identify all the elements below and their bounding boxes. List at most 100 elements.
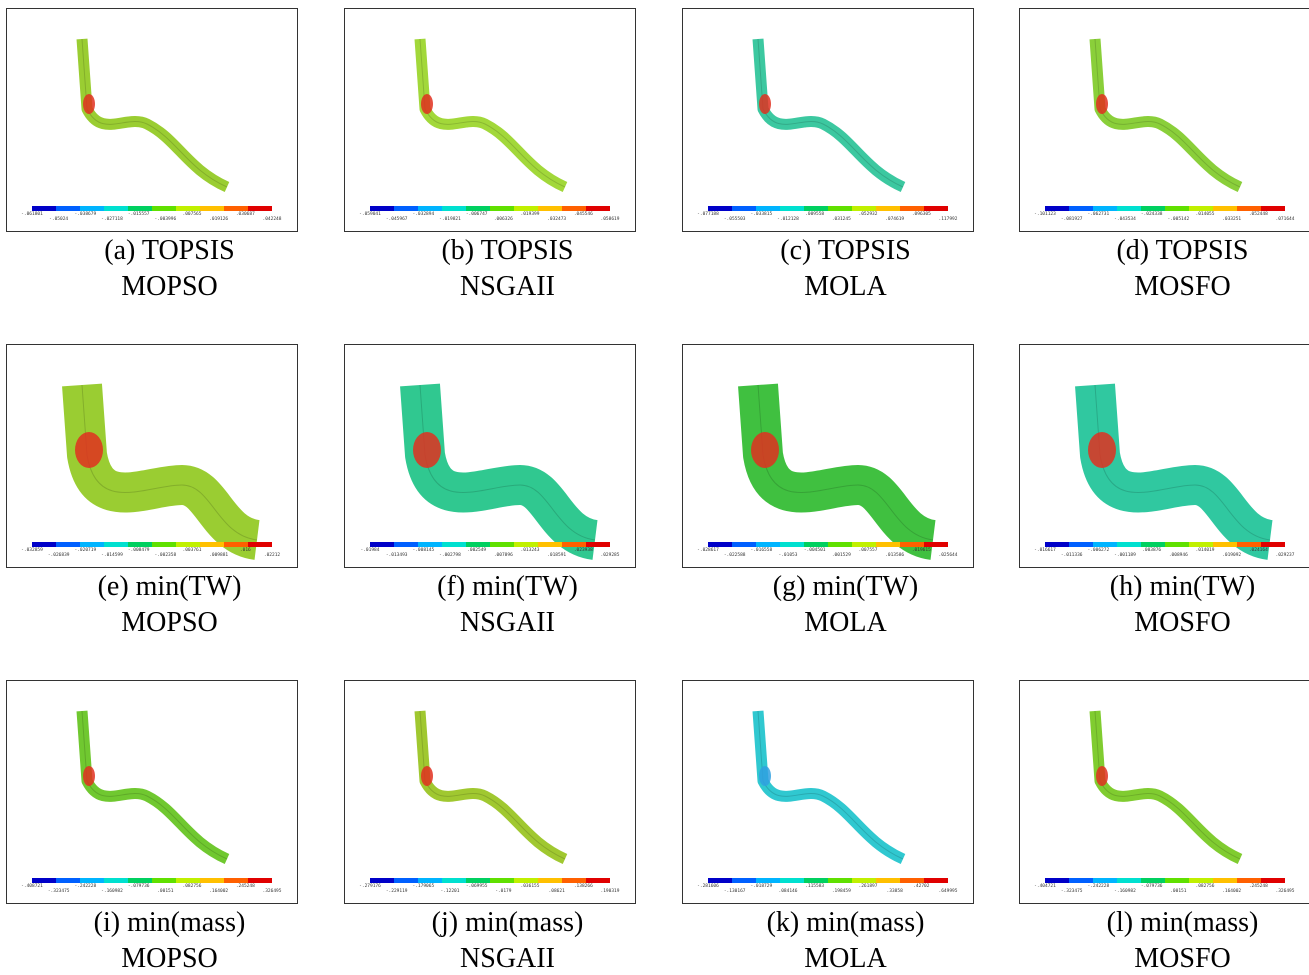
contour-plot: -.408721 -.323475 -.242228 -.160982 -.079736… [6, 680, 298, 904]
legend-label: .023938 [574, 547, 593, 553]
panel: -.061801 -.05024 -.038679 -.027118 -.015557-… [6, 8, 333, 328]
color-bar-segment [1261, 542, 1285, 547]
color-bar-segment [876, 878, 900, 883]
legend-label: .245248 [1249, 883, 1268, 889]
color-bar-segment [852, 878, 876, 883]
legend-label: -.014599 [101, 552, 123, 558]
color-bar-segment [176, 878, 200, 883]
legend-label: -.242228 [1087, 883, 1109, 889]
color-bar-segment [1093, 878, 1117, 883]
color-bar-segment [852, 542, 876, 547]
legend-label: .029285 [601, 552, 620, 558]
color-bar-segment [32, 878, 56, 883]
legend-label: -.281606 [697, 883, 719, 889]
strip-edge [1094, 38, 1241, 188]
color-bar-segment [1141, 206, 1165, 211]
color-bar-segment [176, 542, 200, 547]
color-bar-segment [900, 206, 924, 211]
legend-label: -.062731 [1087, 211, 1109, 217]
legend-label: .138266 [574, 883, 593, 889]
color-bar-segment [152, 206, 176, 211]
contour-plot: -.101123 -.081927 -.062731 -.043534 -.024338… [1019, 8, 1309, 232]
contour-plot: -.061801 -.05024 -.038679 -.027118 -.015557-… [6, 8, 298, 232]
color-bar-segment [80, 542, 104, 547]
strip-edge [1094, 384, 1271, 541]
strip [752, 710, 906, 865]
legend-label: -.229119 [386, 888, 408, 894]
color-bar-segment [780, 542, 804, 547]
caption: (i) min(mass) [93, 907, 246, 938]
panel: -.01984 -.013493 -.008145 -.002798 .002549 .0… [344, 344, 671, 664]
legend-label: .052448 [1249, 211, 1268, 217]
legend-label: -.404721 [1034, 883, 1056, 889]
legend-label: -.011336 [1061, 552, 1083, 558]
legend-label: .013586 [885, 552, 904, 558]
color-bar-segment [1045, 542, 1069, 547]
legend-label: .029237 [1276, 552, 1295, 558]
color-bar-segment [1237, 542, 1261, 547]
color-bar-segment [442, 206, 466, 211]
legend-label: -.323475 [48, 888, 70, 894]
color-bar-segment [248, 878, 272, 883]
legend-label: -.323475 [1061, 888, 1083, 894]
color-bar-segment [562, 542, 586, 547]
contour-plot: -.281606 -.130167 -.018729 .084146 .115583 .1… [682, 680, 974, 904]
caption: (a) TOPSIS [104, 235, 235, 266]
legend-label: -.015557 [128, 211, 150, 217]
legend-label: .082756 [183, 883, 202, 889]
contour-plot: -.279176 -.229119 -.179065 -.12201 -.069955 -… [344, 680, 636, 904]
color-bar-segment [562, 206, 586, 211]
color-bar-segment [56, 206, 80, 211]
strip-edge [757, 384, 934, 541]
color-bar-segment [104, 878, 128, 883]
hotspot [759, 766, 771, 786]
color-bar-segment [780, 878, 804, 883]
color-bar-segment [200, 878, 224, 883]
legend-label: -.179065 [412, 883, 434, 889]
color-bar-segment [852, 206, 876, 211]
color-bar-segment [804, 542, 828, 547]
legend-label: .082756 [1196, 883, 1215, 889]
hotspot [751, 432, 779, 468]
caption: MOSFO [1134, 943, 1231, 974]
strip-edge [757, 38, 904, 188]
hotspot [421, 766, 433, 786]
color-bar-segment [200, 542, 224, 547]
legend-label: .164002 [1222, 888, 1241, 894]
hotspot [421, 94, 433, 114]
color-bar-segment [1069, 542, 1093, 547]
legend-label: .024164 [1249, 547, 1268, 553]
caption: (g) min(TW) [772, 571, 919, 602]
legend-label: -.160982 [1114, 888, 1136, 894]
color-bar-segment [224, 206, 248, 211]
color-bar-segment [32, 206, 56, 211]
color-bar-segment [128, 206, 152, 211]
legend-label: .032473 [547, 216, 566, 222]
legend-label: -.079736 [128, 883, 150, 889]
contour-plot: -.016617 -.011336 -.006272 -.001189 .003876.… [1019, 344, 1309, 568]
strip [76, 38, 230, 193]
legend-label: .031245 [832, 216, 851, 222]
legend-label: .016 [240, 547, 251, 553]
color-bar-segment [514, 542, 538, 547]
color-bar-segment [1237, 878, 1261, 883]
color-bar-segment [538, 878, 562, 883]
color-bar-segment [1069, 878, 1093, 883]
color-bar-segment [80, 878, 104, 883]
color-bar-segment [418, 878, 442, 883]
color-bar-segment [756, 542, 780, 547]
legend-label: .019399 [521, 211, 540, 217]
legend-label: .326495 [263, 888, 282, 894]
caption: MOPSO [121, 271, 218, 302]
caption: (j) min(mass) [431, 907, 584, 938]
color-bar-segment [248, 542, 272, 547]
color-bar-segment [1189, 542, 1213, 547]
legend-label: .02212 [264, 552, 281, 558]
legend-label: .008946 [1169, 552, 1188, 558]
strip [1089, 710, 1243, 865]
caption: (e) min(TW) [97, 571, 242, 602]
legend-label: .007557 [859, 547, 878, 553]
legend-label: .08621 [549, 888, 566, 894]
color-bar-segment [152, 542, 176, 547]
color-bar-segment [56, 542, 80, 547]
